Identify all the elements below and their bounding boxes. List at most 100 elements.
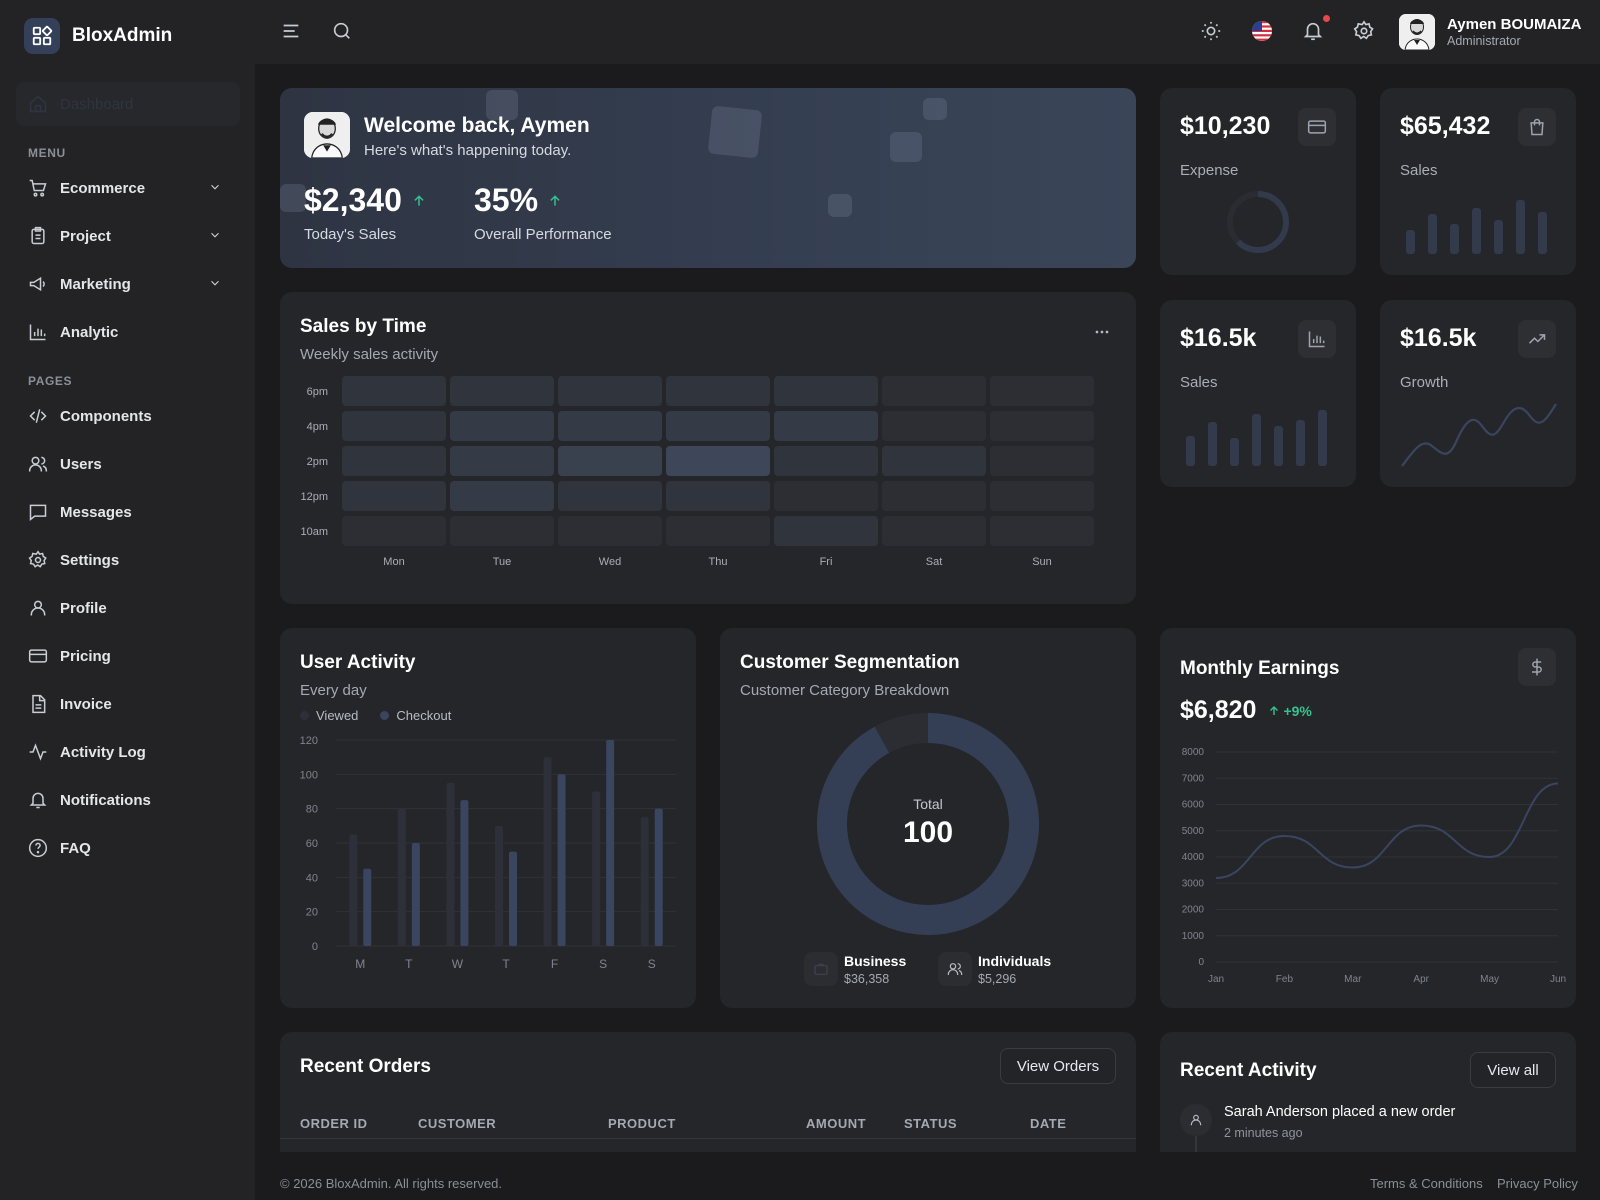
y-tick-label: 1000 [1182,931,1205,942]
search-icon[interactable] [331,20,353,42]
sidebar-item-ecommerce[interactable]: Ecommerce [16,168,240,208]
x-tick-label: Mar [1344,974,1362,985]
shopping-bag-icon[interactable] [1518,108,1556,146]
users-icon [28,454,48,474]
gear-icon [28,550,48,570]
decorative-square [486,90,518,120]
donut-slice-business [817,713,1039,935]
heatmap-cell [450,481,554,511]
column-label: Fri [820,556,833,568]
arrow-up-icon [1268,705,1280,717]
top-header: Aymen BOUMAIZA Administrator [255,0,1600,64]
overall-performance-label: Overall Performance [474,226,612,243]
credit-card-icon[interactable] [1298,108,1336,146]
column-header[interactable]: PRODUCT [608,1116,676,1131]
terms-link[interactable]: Terms & Conditions [1370,1176,1483,1191]
overall-performance-value: 35% [474,182,562,219]
welcome-banner: Welcome back, Aymen Here's what's happen… [280,88,1136,268]
segment-name: Individuals [978,953,1052,969]
heatmap-cell [450,411,554,441]
sidebar-item-label: Marketing [60,275,131,293]
bar-viewed [495,825,503,946]
trending-up-icon[interactable] [1518,320,1556,358]
bar-checkout [654,808,663,946]
home-icon [28,94,48,114]
user-activity-bar-chart: 0 20 40 60 80 100 120 M T W T F S S [300,735,676,971]
column-header[interactable]: DATE [1030,1116,1067,1131]
y-tick-label: 6000 [1182,800,1205,811]
avatar[interactable] [1399,14,1435,50]
sidebar-item-label: Dashboard [60,95,134,113]
sidebar-item-notifications[interactable]: Notifications [16,780,240,820]
clipboard-icon [28,226,48,246]
sidebar-item-analytic[interactable]: Analytic [16,312,240,352]
menu-toggle-icon[interactable] [280,20,302,42]
sidebar-item-settings[interactable]: Settings [16,540,240,580]
view-all-button[interactable]: View all [1470,1052,1556,1088]
x-tick-label: W [452,957,464,971]
heatmap-cell [990,376,1094,406]
decorative-square [707,105,763,159]
legend-swatch-viewed [300,711,309,720]
y-tick-label: 4000 [1182,852,1205,863]
bar-viewed [397,808,406,946]
sidebar-item-faq[interactable]: FAQ [16,828,240,868]
performance-amount: 35% [474,182,539,218]
sidebar-item-users[interactable]: Users [16,444,240,484]
stat-card-sales: $65,432 Sales [1380,88,1576,275]
heatmap-cell [342,516,446,546]
y-tick-label: 40 [306,872,318,884]
sidebar-item-messages[interactable]: Messages [16,492,240,532]
bar-chart-icon[interactable] [1298,320,1336,358]
legend-label: Checkout [396,708,452,723]
x-tick-label: Jan [1208,974,1224,985]
sales-mini-bar-chart [1186,410,1327,466]
heatmap-cell [666,446,770,476]
users-icon [938,952,972,986]
stat-value: $65,432 [1400,112,1491,140]
column-header[interactable]: CUSTOMER [418,1116,497,1131]
heatmap-cell [666,376,770,406]
sidebar-item-marketing[interactable]: Marketing [16,264,240,304]
column-header[interactable]: STATUS [904,1116,958,1131]
code-icon [28,406,48,426]
card-title: Recent Orders [300,1056,431,1077]
sidebar-item-dashboard[interactable]: Dashboard [16,82,240,126]
us-flag-icon[interactable] [1251,20,1273,42]
arrow-up-icon [412,194,426,208]
brand[interactable]: BloxAdmin [24,18,172,54]
sidebar-item-pricing[interactable]: Pricing [16,636,240,676]
column-label: Mon [383,556,404,568]
heatmap-cell [450,376,554,406]
stat-card-sales-2: $16.5k Sales [1160,300,1356,487]
bar-viewed [543,757,552,946]
row-label: 2pm [307,456,328,468]
donut-total-value: 100 [902,816,954,849]
user-role: Administrator [1447,34,1521,48]
sun-icon[interactable] [1200,20,1222,42]
privacy-link[interactable]: Privacy Policy [1497,1176,1578,1191]
sidebar-item-invoice[interactable]: Invoice [16,684,240,724]
dollar-icon[interactable] [1518,648,1556,686]
activity-time: 2 minutes ago [1224,1126,1303,1140]
activity-text[interactable]: Sarah Anderson placed a new order [1224,1104,1456,1120]
sidebar-item-label: Activity Log [60,743,146,761]
user-name[interactable]: Aymen BOUMAIZA [1447,16,1582,33]
sidebar-item-profile[interactable]: Profile [16,588,240,628]
column-header[interactable]: ORDER ID [300,1116,368,1131]
sidebar-item-project[interactable]: Project [16,216,240,256]
sidebar-item-components[interactable]: Components [16,396,240,436]
gear-icon[interactable] [1353,20,1375,42]
recent-activity-card: Recent Activity View all Sarah Anderson … [1160,1032,1576,1172]
heatmap-cell [342,481,446,511]
column-header[interactable]: AMOUNT [806,1116,867,1131]
earnings-change: +9% [1283,702,1312,719]
sidebar-item-activity-log[interactable]: Activity Log [16,732,240,772]
heatmap-cell [450,446,554,476]
brand-logo-icon [24,18,60,54]
bell-icon[interactable] [1302,20,1324,42]
decorative-square [923,98,947,120]
briefcase-icon [804,952,838,986]
more-options-icon[interactable] [1092,322,1112,342]
view-orders-button[interactable]: View Orders [1000,1048,1116,1084]
